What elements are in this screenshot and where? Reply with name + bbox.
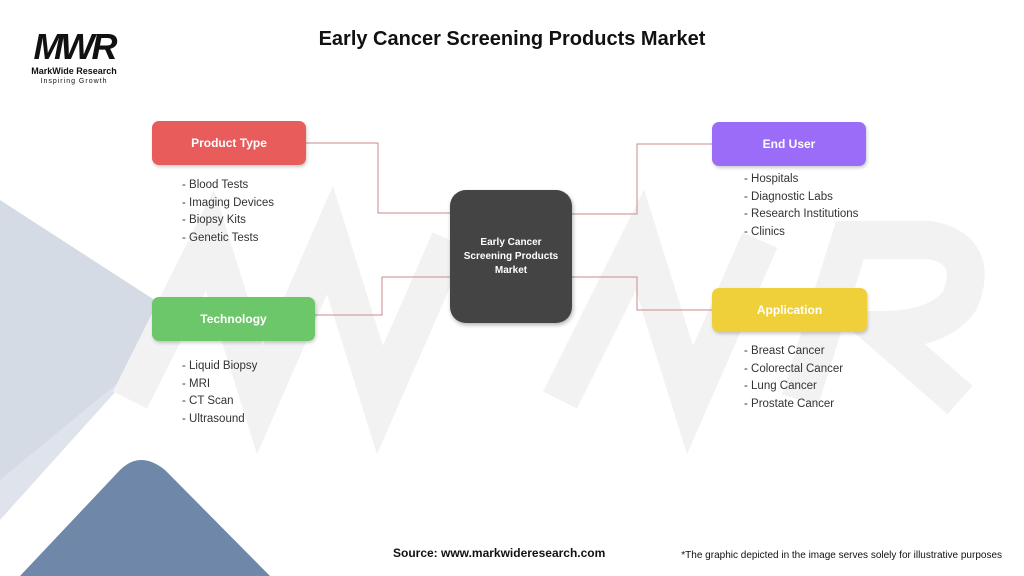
node-center: Early Cancer Screening Products Market [450, 190, 572, 323]
list-item: - Biopsy Kits [182, 214, 246, 226]
list-item: - Prostate Cancer [744, 397, 835, 410]
bg-shape [0, 200, 180, 480]
logo: MWR MarkWide Research Inspiring Growth [22, 28, 126, 86]
connectors [306, 142, 712, 316]
list-item: - Hospitals [744, 173, 799, 185]
connector-technology [315, 276, 450, 316]
list-end-user: - Hospitals - Diagnostic Labs - Research… [744, 171, 858, 241]
list-item: - Breast Cancer [744, 345, 825, 357]
list-item: - Research Institutions [744, 208, 859, 220]
logo-mark: MWR [33, 26, 118, 67]
list-item: - CT Scan [182, 395, 234, 407]
node-product-type: Product Type [152, 121, 306, 165]
logo-name: MarkWide Research [31, 66, 117, 76]
list-item: - Lung Cancer [744, 380, 817, 392]
connector-end-user [572, 143, 712, 215]
list-application: - Breast Cancer - Colorectal Cancer - Lu… [744, 343, 843, 413]
list-item: - Ultrasound [182, 412, 245, 425]
list-item: - Blood Tests [182, 179, 249, 191]
connector-product-type [306, 142, 450, 214]
logo-tagline: Inspiring Growth [40, 78, 108, 85]
list-item: - Genetic Tests [182, 231, 259, 244]
node-technology: Technology [152, 297, 315, 341]
list-item: - Diagnostic Labs [744, 190, 833, 203]
source-text: Source: www.markwideresearch.com [393, 546, 606, 560]
list-item: - Colorectal Cancer [744, 362, 844, 375]
disclaimer: *The graphic depicted in the image serve… [681, 550, 1002, 561]
node-end-user: End User [712, 122, 866, 166]
list-item: - Imaging Devices [182, 196, 275, 209]
center-label: Early Cancer Screening Products Market [463, 236, 559, 276]
list-technology: - Liquid Biopsy - MRI - CT Scan - Ultras… [182, 358, 257, 428]
list-item: - Liquid Biopsy [182, 360, 258, 372]
node-application: Application [712, 288, 867, 332]
list-item: - MRI [182, 377, 211, 390]
connector-application [572, 276, 712, 311]
list-item: - Clinics [744, 225, 785, 238]
bg-shape-dark [20, 460, 270, 576]
page-title: Early Cancer Screening Products Market [318, 28, 706, 50]
list-product-type: - Blood Tests - Imaging Devices - Biopsy… [182, 177, 274, 247]
